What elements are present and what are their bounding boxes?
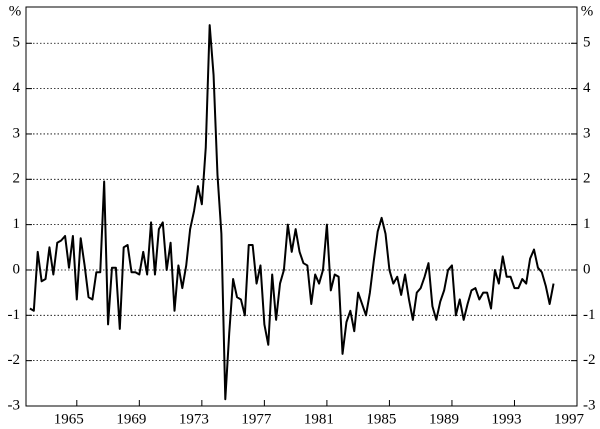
y2-tick-label: 1 <box>583 216 591 232</box>
y2-tick-label: 2 <box>583 171 591 187</box>
y2-tick-label: 4 <box>583 80 591 96</box>
y2-tick-label: 3 <box>583 125 591 141</box>
data-line <box>29 24 555 401</box>
y-tick-label: 2 <box>13 171 21 187</box>
y-axis-label: % <box>9 3 22 19</box>
y2-axis-label: % <box>581 3 594 19</box>
x-tick-label: 1989 <box>429 411 459 427</box>
y-tick-label: 4 <box>13 80 21 96</box>
y2-tick-label: 5 <box>583 35 591 51</box>
y2-tick-label: -3 <box>583 397 596 413</box>
x-tick-label: 1993 <box>491 411 521 427</box>
y-tick-label: 0 <box>13 261 21 277</box>
plot-frame <box>25 6 578 407</box>
y2-tick-label: 0 <box>583 261 591 277</box>
x-tick-label: 1973 <box>179 411 209 427</box>
y2-tick-label: -1 <box>583 307 596 323</box>
y-tick-label: -3 <box>8 397 21 413</box>
x-tick-label: 1981 <box>304 411 334 427</box>
x-tick-label: 1977 <box>241 411 272 427</box>
x-tick-label: 1985 <box>366 411 396 427</box>
x-tick-label: 1997 <box>554 411 585 427</box>
x-tick-label: 1969 <box>116 411 146 427</box>
y-tick-label: -1 <box>8 307 21 323</box>
y-tick-label: -2 <box>8 352 21 368</box>
y-tick-label: 1 <box>13 216 21 232</box>
x-tick-label: 1965 <box>54 411 84 427</box>
y-tick-label: 3 <box>13 125 21 141</box>
y-tick-label: 5 <box>13 35 21 51</box>
y2-tick-label: -2 <box>583 352 596 368</box>
